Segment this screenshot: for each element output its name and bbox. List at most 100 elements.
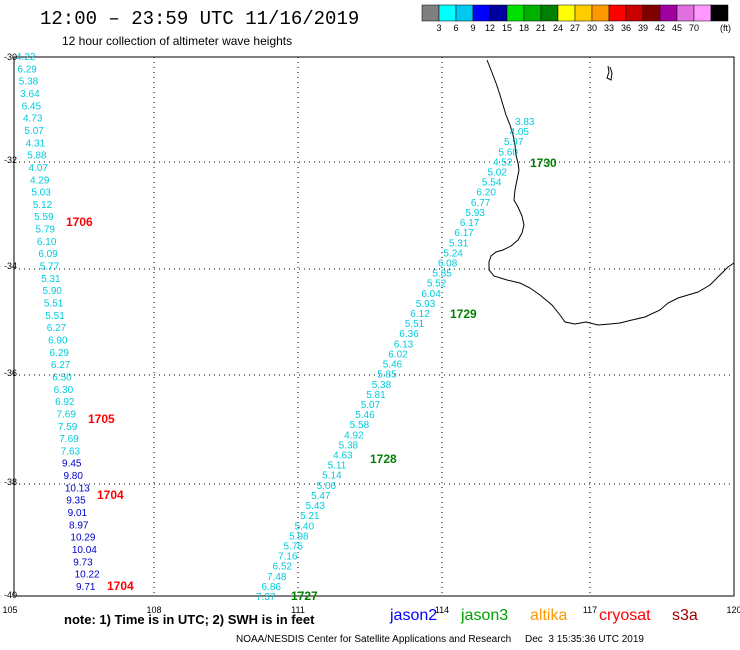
wave-height-value: 5.88 xyxy=(27,151,47,162)
wave-height-value: 6.90 xyxy=(48,335,68,346)
wave-height-value: 3.64 xyxy=(20,89,40,100)
colorbar-tick-label: 45 xyxy=(672,23,682,33)
wave-height-value: 5.07 xyxy=(361,400,381,411)
wave-height-value: 5.79 xyxy=(36,225,56,236)
page-title: 12:00 – 23:59 UTC 11/16/2019 xyxy=(40,8,360,30)
lat-tick-label: -32 xyxy=(4,155,17,165)
wave-height-value: 5.97 xyxy=(504,137,524,148)
wave-height-value: 5.02 xyxy=(487,168,507,179)
colorbar-tick-label: 15 xyxy=(502,23,512,33)
colorbar-swatch xyxy=(506,4,525,22)
wave-height-value: 5.60 xyxy=(498,147,518,158)
colorbar-swatch xyxy=(710,4,729,22)
wave-height-value: 5.12 xyxy=(33,200,53,211)
wave-height-value: 6.36 xyxy=(399,329,419,340)
wave-height-value: 5.24 xyxy=(443,248,463,259)
wave-height-value: 3.83 xyxy=(515,117,535,128)
wave-height-value: 6.08 xyxy=(438,258,458,269)
wave-height-value: 5.31 xyxy=(41,274,61,285)
pass-time-label: 1704 xyxy=(97,488,124,502)
colorbar-swatch xyxy=(659,4,678,22)
wave-height-value: 7.63 xyxy=(61,446,81,457)
colorbar-swatch xyxy=(676,4,695,22)
wave-height-value: 5.59 xyxy=(34,212,54,223)
colorbar-unit: (ft) xyxy=(720,23,731,33)
wave-height-value: 4.92 xyxy=(344,430,364,441)
wave-height-value: 4.31 xyxy=(26,138,46,149)
wave-height-value: 6.27 xyxy=(47,323,67,334)
pass-time-label: 1704 xyxy=(107,579,134,593)
pass-time-label: 1706 xyxy=(66,215,93,229)
colorbar-tick-label: 42 xyxy=(655,23,665,33)
lat-tick-label: -40 xyxy=(4,590,17,600)
wave-height-value: 5.77 xyxy=(40,262,60,273)
wave-height-value: 4.07 xyxy=(29,163,49,174)
wave-height-value: 6.04 xyxy=(421,289,441,300)
wave-height-value: 7.59 xyxy=(58,422,78,433)
colorbar-tick-label: 33 xyxy=(604,23,614,33)
wave-height-value: 5.31 xyxy=(449,238,469,249)
left-track-values: 4.226.295.383.646.454.735.074.315.884.07… xyxy=(16,52,100,593)
axis-labels: 105 108 111 114 117 120 -30 -32 -34 -36 -38 -40 xyxy=(2,52,740,615)
wave-height-value: 6.09 xyxy=(38,249,58,260)
wave-height-value: 5.98 xyxy=(289,531,309,542)
wave-height-value: 5.52 xyxy=(427,279,447,290)
lon-tick-label: 111 xyxy=(291,605,305,615)
legend-cryosat: cryosat xyxy=(599,607,651,624)
colorbar-tick-label: 9 xyxy=(470,23,475,33)
wave-height-value: 6.20 xyxy=(476,188,496,199)
wave-height-value: 9.45 xyxy=(62,459,82,470)
wave-height-value: 6.77 xyxy=(471,198,491,209)
wave-height-value: 7.69 xyxy=(59,434,79,445)
colorbar-swatch xyxy=(540,4,559,22)
wave-height-value: 5.85 xyxy=(432,269,452,280)
wave-height-value: 5.47 xyxy=(311,491,331,502)
wave-height-value: 10.22 xyxy=(75,570,100,581)
legend-s3a: s3a xyxy=(672,607,698,624)
colorbar-swatch xyxy=(557,4,576,22)
wave-height-value: 10.04 xyxy=(72,545,97,556)
lat-tick-label: -30 xyxy=(4,52,17,62)
legend-jason3: jason3 xyxy=(461,607,509,624)
wave-height-value: 5.85 xyxy=(377,370,397,381)
pass-time-label: 1730 xyxy=(530,156,557,170)
wave-height-value: 10.29 xyxy=(70,533,95,544)
legend-altika: altika xyxy=(530,607,568,624)
wave-height-value: 6.30 xyxy=(54,385,74,396)
colorbar-tick-label: 6 xyxy=(453,23,458,33)
wave-height-value: 5.54 xyxy=(482,178,502,189)
wave-height-value: 5.14 xyxy=(322,471,342,482)
wave-height-value: 6.27 xyxy=(51,360,71,371)
colorbar-swatch xyxy=(523,4,542,22)
lon-tick-label: 105 xyxy=(2,605,17,615)
colorbar-swatch xyxy=(574,4,593,22)
wave-height-value: 5.43 xyxy=(306,501,326,512)
wave-height-value: 6.02 xyxy=(388,349,408,360)
wave-height-value: 5.51 xyxy=(44,299,64,310)
wave-height-value: 6.17 xyxy=(460,218,480,229)
colorbar-swatch xyxy=(608,4,627,22)
colorbar-tick-label: 70 xyxy=(689,23,699,33)
wave-height-value: 4.22 xyxy=(16,52,36,63)
wave-height-value: 6.92 xyxy=(55,397,75,408)
colorbar-swatch xyxy=(693,4,712,22)
wave-height-value: 6.29 xyxy=(17,64,37,75)
wave-height-value: 6.17 xyxy=(454,228,474,239)
wave-height-value: 6.50 xyxy=(52,372,72,383)
colorbar-tick-label: 27 xyxy=(570,23,580,33)
wave-height-value: 5.51 xyxy=(405,319,425,330)
wave-height-value: 5.11 xyxy=(328,461,347,472)
wave-height-value: 5.38 xyxy=(372,380,392,391)
colorbar-swatch xyxy=(489,4,508,22)
colorbar-tick-label: 36 xyxy=(621,23,631,33)
wave-height-value: 5.90 xyxy=(43,286,63,297)
wave-height-value: 7.16 xyxy=(278,552,298,563)
wave-height-value: 7.48 xyxy=(267,572,287,583)
wave-height-value: 7.69 xyxy=(56,409,76,420)
lat-tick-label: -36 xyxy=(4,368,17,378)
pass-time-label: 1705 xyxy=(88,412,115,426)
colorbar-tick-label: 21 xyxy=(536,23,546,33)
wave-height-value: 5.21 xyxy=(300,511,320,522)
colorbar-tick-label: 30 xyxy=(587,23,597,33)
